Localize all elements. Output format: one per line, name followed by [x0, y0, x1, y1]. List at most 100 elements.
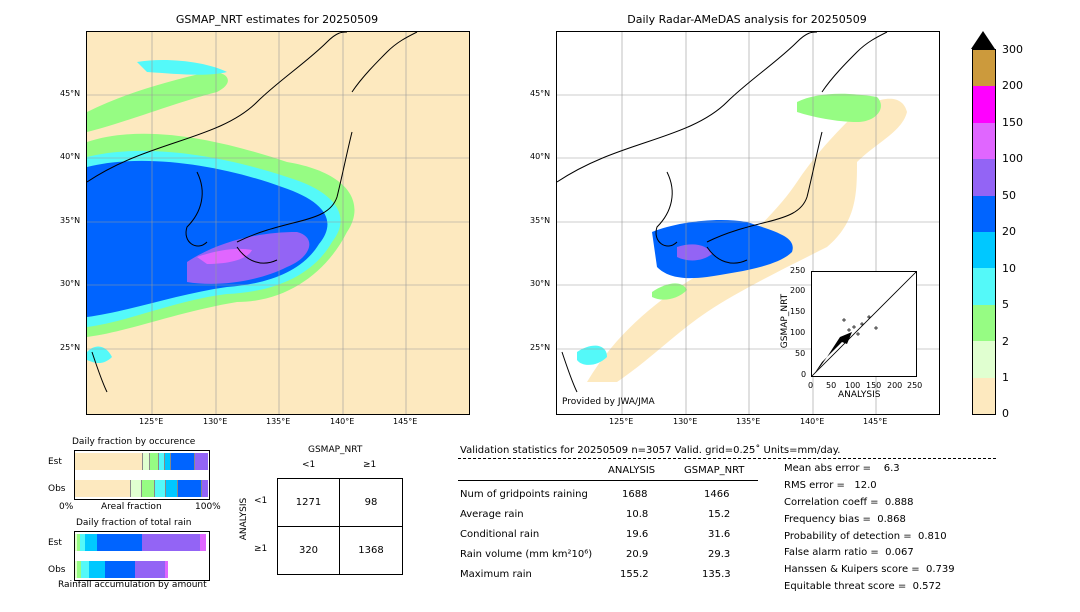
left-lat-40: 40°N	[60, 152, 81, 161]
left-lat-45: 45°N	[60, 89, 81, 98]
validation-col-rule	[458, 480, 758, 481]
occurrence-bar-obs	[75, 480, 208, 497]
colorbar-label-300: 300	[1002, 43, 1023, 56]
colorbar-label-10: 10	[1002, 262, 1016, 275]
scatter-tick-x-250: 250	[907, 381, 923, 390]
colorbar-label-100: 100	[1002, 152, 1023, 165]
colorbar-swatch	[973, 159, 995, 196]
occurrence-label-obs: Obs	[48, 484, 66, 494]
left-map-rain-field	[87, 32, 469, 414]
score-ets: Equitable threat score = 0.572	[784, 581, 942, 592]
colorbar-swatch	[973, 86, 995, 123]
right-map-credit: Provided by JWA/JMA	[562, 397, 655, 407]
right-map-title: Daily Radar-AMeDAS analysis for 20250509	[627, 13, 867, 26]
right-map-rain-field	[557, 32, 939, 414]
scatter-xlabel: ANALYSIS	[838, 390, 881, 400]
scatter-plot	[811, 271, 917, 377]
scatter-tick-y-50: 50	[795, 349, 806, 358]
score-mean-abs-error: Mean abs error = 6.3	[784, 463, 900, 474]
scatter-tick-x-150: 150	[866, 381, 882, 390]
colorbar-swatch	[973, 377, 995, 414]
scatter-plot-svg	[811, 271, 917, 377]
occurrence-title: Daily fraction by occurence	[72, 437, 196, 447]
validation-col-analysis: ANALYSIS	[608, 465, 656, 476]
right-lat-40: 40°N	[530, 152, 551, 161]
occurrence-frame	[74, 450, 210, 500]
colorbar-label-150: 150	[1002, 116, 1023, 129]
contingency-table: 1271 98 320 1368	[277, 478, 403, 575]
validation-row-analysis: 155.2	[620, 569, 649, 580]
scatter-tick-x-200: 200	[887, 381, 903, 390]
validation-row-analysis: 20.9	[626, 549, 649, 560]
validation-row-label: Rain volume (mm km²10⁶)	[460, 549, 593, 560]
colorbar-label-1: 1	[1002, 371, 1009, 384]
validation-row-analysis: 10.8	[626, 509, 649, 520]
validation-row-label: Maximum rain	[460, 569, 532, 580]
total-rain-bar-obs	[75, 561, 208, 578]
colorbar-swatch	[973, 195, 995, 232]
contingency-cell-01: 98	[340, 479, 402, 527]
contingency-col-lt1: <1	[302, 460, 316, 470]
right-lat-35: 35°N	[530, 216, 551, 225]
left-map-title: GSMAP_NRT estimates for 20250509	[175, 13, 379, 26]
right-map: Provided by JWA/JMA	[556, 31, 940, 415]
validation-col-gsmap: GSMAP_NRT	[684, 465, 745, 476]
colorbar-swatch	[973, 304, 995, 342]
right-lon-135: 135°E	[736, 417, 761, 426]
left-lon-140: 140°E	[330, 417, 355, 426]
colorbar-swatch	[973, 122, 995, 160]
score-far: False alarm ratio = 0.067	[784, 547, 914, 558]
colorbar-label-50: 50	[1002, 189, 1016, 202]
score-frequency-bias: Frequency bias = 0.868	[784, 514, 906, 525]
validation-row-gsmap: 29.3	[708, 549, 731, 560]
colorbar-swatch	[973, 49, 995, 87]
validation-row-analysis: 1688	[622, 489, 648, 500]
right-lat-25: 25°N	[530, 343, 551, 352]
contingency-cell-11: 1368	[358, 544, 384, 556]
validation-header-rule	[458, 458, 996, 459]
colorbar	[972, 49, 996, 415]
validation-row: Average rain 10.8 15.2	[460, 509, 760, 520]
contingency-row-ge1: ≥1	[254, 544, 268, 554]
occurrence-label-est: Est	[48, 457, 62, 467]
colorbar-swatches	[973, 49, 995, 414]
colorbar-arrow	[971, 31, 995, 49]
scatter-tick-y-0: 0	[801, 370, 807, 379]
colorbar-label-0: 0	[1002, 407, 1009, 420]
left-lon-135: 135°E	[266, 417, 291, 426]
colorbar-swatch	[973, 268, 995, 305]
validation-row-gsmap: 1466	[704, 489, 730, 500]
validation-row: Num of gridpoints raining 1688 1466	[460, 489, 760, 500]
validation-row-label: Average rain	[460, 509, 524, 520]
score-hk: Hanssen & Kuipers score = 0.739	[784, 564, 955, 575]
occurrence-axis-left: 0%	[59, 502, 74, 512]
total-rain-label-est: Est	[48, 538, 62, 548]
score-rms-error: RMS error = 12.0	[784, 480, 877, 491]
contingency-cell-10: 320	[278, 526, 340, 574]
validation-row: Rain volume (mm km²10⁶) 20.9 29.3	[460, 549, 760, 560]
scatter-tick-y-150: 150	[790, 307, 806, 316]
scatter-tick-x-50: 50	[826, 381, 837, 390]
occurrence-axis-mid: Areal fraction	[101, 502, 162, 512]
scatter-tick-y-250: 250	[790, 266, 806, 275]
colorbar-swatch	[973, 231, 995, 269]
validation-row: Conditional rain 19.6 31.6	[460, 529, 760, 540]
right-lon-140: 140°E	[800, 417, 825, 426]
total-rain-footer: Rainfall accumulation by amount	[58, 580, 207, 590]
occurrence-bar-est	[75, 453, 208, 470]
left-lat-35: 35°N	[60, 216, 81, 225]
occurrence-axis-right: 100%	[195, 502, 221, 512]
score-correlation: Correlation coeff = 0.888	[784, 497, 914, 508]
total-rain-title: Daily fraction of total rain	[76, 518, 192, 528]
right-lon-125: 125°E	[609, 417, 634, 426]
right-lat-45: 45°N	[530, 89, 551, 98]
contingency-cell-00: 1271	[278, 479, 340, 527]
total-rain-label-obs: Obs	[48, 565, 66, 575]
left-lon-145: 145°E	[393, 417, 418, 426]
scatter-tick-x-0: 0	[808, 381, 814, 390]
colorbar-label-2: 2	[1002, 335, 1009, 348]
validation-row-gsmap: 15.2	[708, 509, 731, 520]
left-lat-30: 30°N	[60, 279, 81, 288]
left-map	[86, 31, 470, 415]
left-lon-130: 130°E	[203, 417, 228, 426]
